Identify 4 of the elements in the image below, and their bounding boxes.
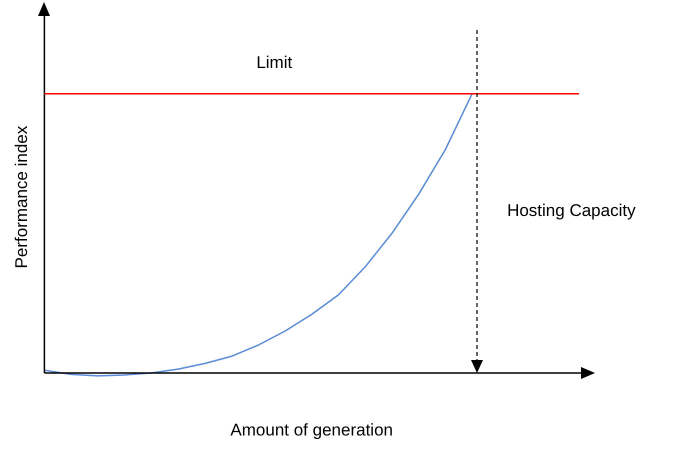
x-axis-title: Amount of generation bbox=[230, 420, 393, 440]
y-axis-title: Performance index bbox=[12, 125, 31, 268]
annotation: Hosting Capacity bbox=[507, 201, 636, 220]
ref-line-label: Limit bbox=[256, 52, 292, 72]
